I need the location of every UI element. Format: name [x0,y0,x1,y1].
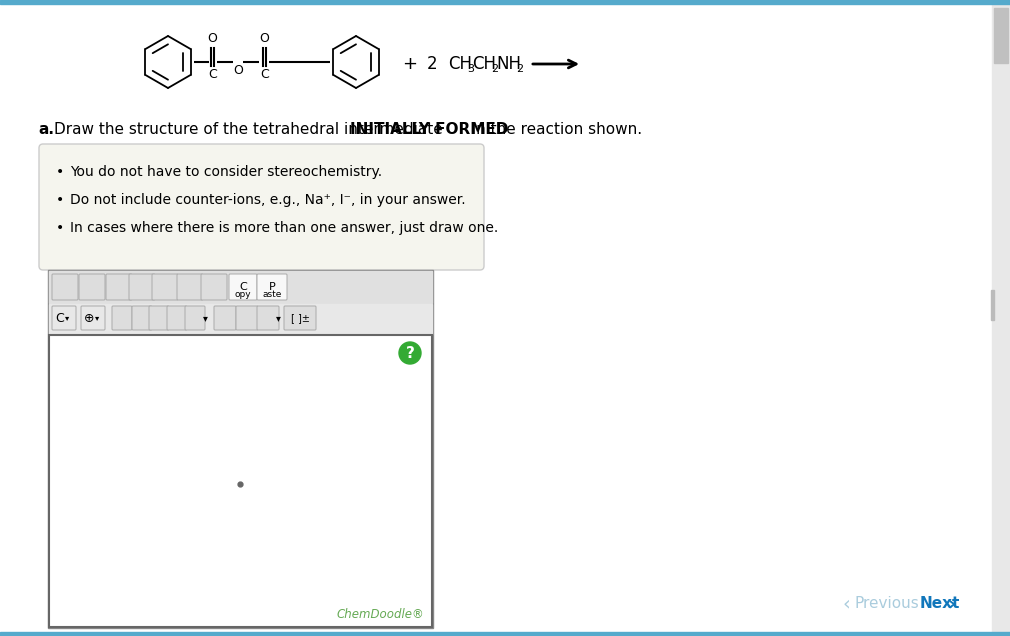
FancyBboxPatch shape [81,306,105,330]
Text: CH: CH [472,55,496,73]
FancyBboxPatch shape [236,306,258,330]
FancyBboxPatch shape [167,306,187,330]
Text: In cases where there is more than one answer, just draw one.: In cases where there is more than one an… [70,221,498,235]
FancyBboxPatch shape [284,306,316,330]
Text: aste: aste [263,290,282,299]
Text: ▾: ▾ [65,314,69,322]
Text: ›: › [947,595,955,614]
FancyBboxPatch shape [106,274,132,300]
Text: C: C [56,312,65,324]
FancyBboxPatch shape [39,144,484,270]
Bar [49,304,432,334]
FancyBboxPatch shape [229,274,257,300]
FancyBboxPatch shape [152,274,178,300]
FancyBboxPatch shape [177,274,203,300]
Text: ⊕: ⊕ [84,312,94,324]
Text: [ ]±: [ ]± [291,313,309,323]
Bar [994,8,1008,63]
Text: ‹: ‹ [843,595,850,614]
FancyBboxPatch shape [201,274,227,300]
Text: a.: a. [38,122,54,137]
Text: You do not have to consider stereochemistry.: You do not have to consider stereochemis… [70,165,382,179]
Text: Previous: Previous [855,597,920,611]
Text: CH: CH [448,55,472,73]
Bar [49,335,432,627]
Text: opy: opy [234,290,251,299]
FancyBboxPatch shape [52,306,76,330]
Bar [991,290,994,320]
FancyBboxPatch shape [112,306,132,330]
FancyBboxPatch shape [149,306,169,330]
Text: ChemDoodle®: ChemDoodle® [336,608,424,621]
FancyBboxPatch shape [79,274,105,300]
Bar [992,4,1010,632]
FancyBboxPatch shape [52,274,78,300]
Bar [0,0,1010,4]
Text: •: • [56,193,64,207]
Text: 3: 3 [467,64,474,74]
Text: O: O [233,64,243,77]
Text: P: P [269,282,276,292]
Text: •: • [56,165,64,179]
Text: 2: 2 [426,55,437,73]
FancyBboxPatch shape [129,274,155,300]
FancyBboxPatch shape [257,274,287,300]
FancyBboxPatch shape [214,306,236,330]
Text: +: + [403,55,417,73]
Text: ▾: ▾ [276,313,281,323]
Text: ▾: ▾ [203,313,207,323]
Text: 2: 2 [516,64,523,74]
Text: Draw the structure of the tetrahedral intermediate: Draw the structure of the tetrahedral in… [54,122,447,137]
Text: INITIALLY FORMED: INITIALLY FORMED [350,122,509,137]
Text: O: O [260,32,270,45]
Text: C: C [261,68,269,81]
Text: Next: Next [920,597,961,611]
Text: C: C [239,282,246,292]
Text: C: C [208,68,217,81]
Text: in the reaction shown.: in the reaction shown. [468,122,642,137]
Text: ▾: ▾ [95,314,99,322]
Circle shape [399,342,421,364]
Bar [49,271,432,303]
Text: Do not include counter-ions, e.g., Na⁺, I⁻, in your answer.: Do not include counter-ions, e.g., Na⁺, … [70,193,466,207]
FancyBboxPatch shape [257,306,279,330]
Text: O: O [208,32,217,45]
Text: •: • [56,221,64,235]
Text: ?: ? [406,345,414,361]
FancyBboxPatch shape [132,306,152,330]
FancyBboxPatch shape [185,306,205,330]
Bar [48,270,433,628]
Text: 2: 2 [491,64,498,74]
Text: NH: NH [496,55,521,73]
Bar [0,632,1010,636]
